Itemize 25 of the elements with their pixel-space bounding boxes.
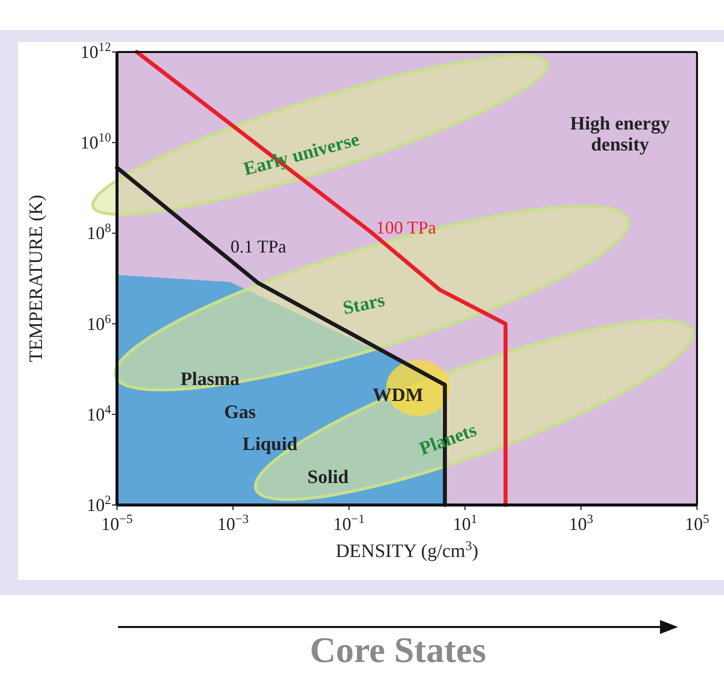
y-tick-label: 10$^{8}$ bbox=[86, 221, 111, 244]
annotation: Planets bbox=[416, 420, 480, 460]
annotation: Early universe bbox=[242, 129, 362, 180]
x-tick-label: 10$^{1}$ bbox=[452, 512, 478, 534]
y-tick-label: 10$^{12}$ bbox=[80, 40, 111, 62]
y-axis-title: TEMPERATURE (K) bbox=[26, 194, 47, 362]
annotation: Plasma bbox=[180, 369, 240, 390]
annotation: Stars bbox=[341, 290, 387, 320]
x-axis-title: DENSITY (g/cm$^{3}$) bbox=[336, 538, 478, 562]
x-tick-label: 10$^{−5}$ bbox=[101, 512, 133, 534]
x-tick-label: 10$^{−1}$ bbox=[333, 512, 365, 534]
y-tick-label: 10$^{10}$ bbox=[80, 130, 111, 153]
x-tick-label: 10$^{5}$ bbox=[684, 512, 710, 534]
y-tick-label: 10$^{2}$ bbox=[86, 493, 111, 515]
y-tick-label: 10$^{6}$ bbox=[86, 312, 111, 334]
annotation: Liquid bbox=[242, 434, 298, 455]
x-tick-label: 10$^{−3}$ bbox=[217, 512, 249, 534]
x-tick-label: 10$^{3}$ bbox=[568, 512, 594, 534]
y-tick-label: 10$^{4}$ bbox=[86, 402, 112, 424]
text: Core States bbox=[310, 630, 486, 670]
series-label: 100 TPa bbox=[376, 217, 436, 238]
series-label: 0.1 TPa bbox=[230, 236, 286, 257]
annotation: Solid bbox=[307, 467, 350, 488]
annotation: Gas bbox=[224, 402, 256, 423]
annotation: High energy density bbox=[570, 114, 670, 156]
